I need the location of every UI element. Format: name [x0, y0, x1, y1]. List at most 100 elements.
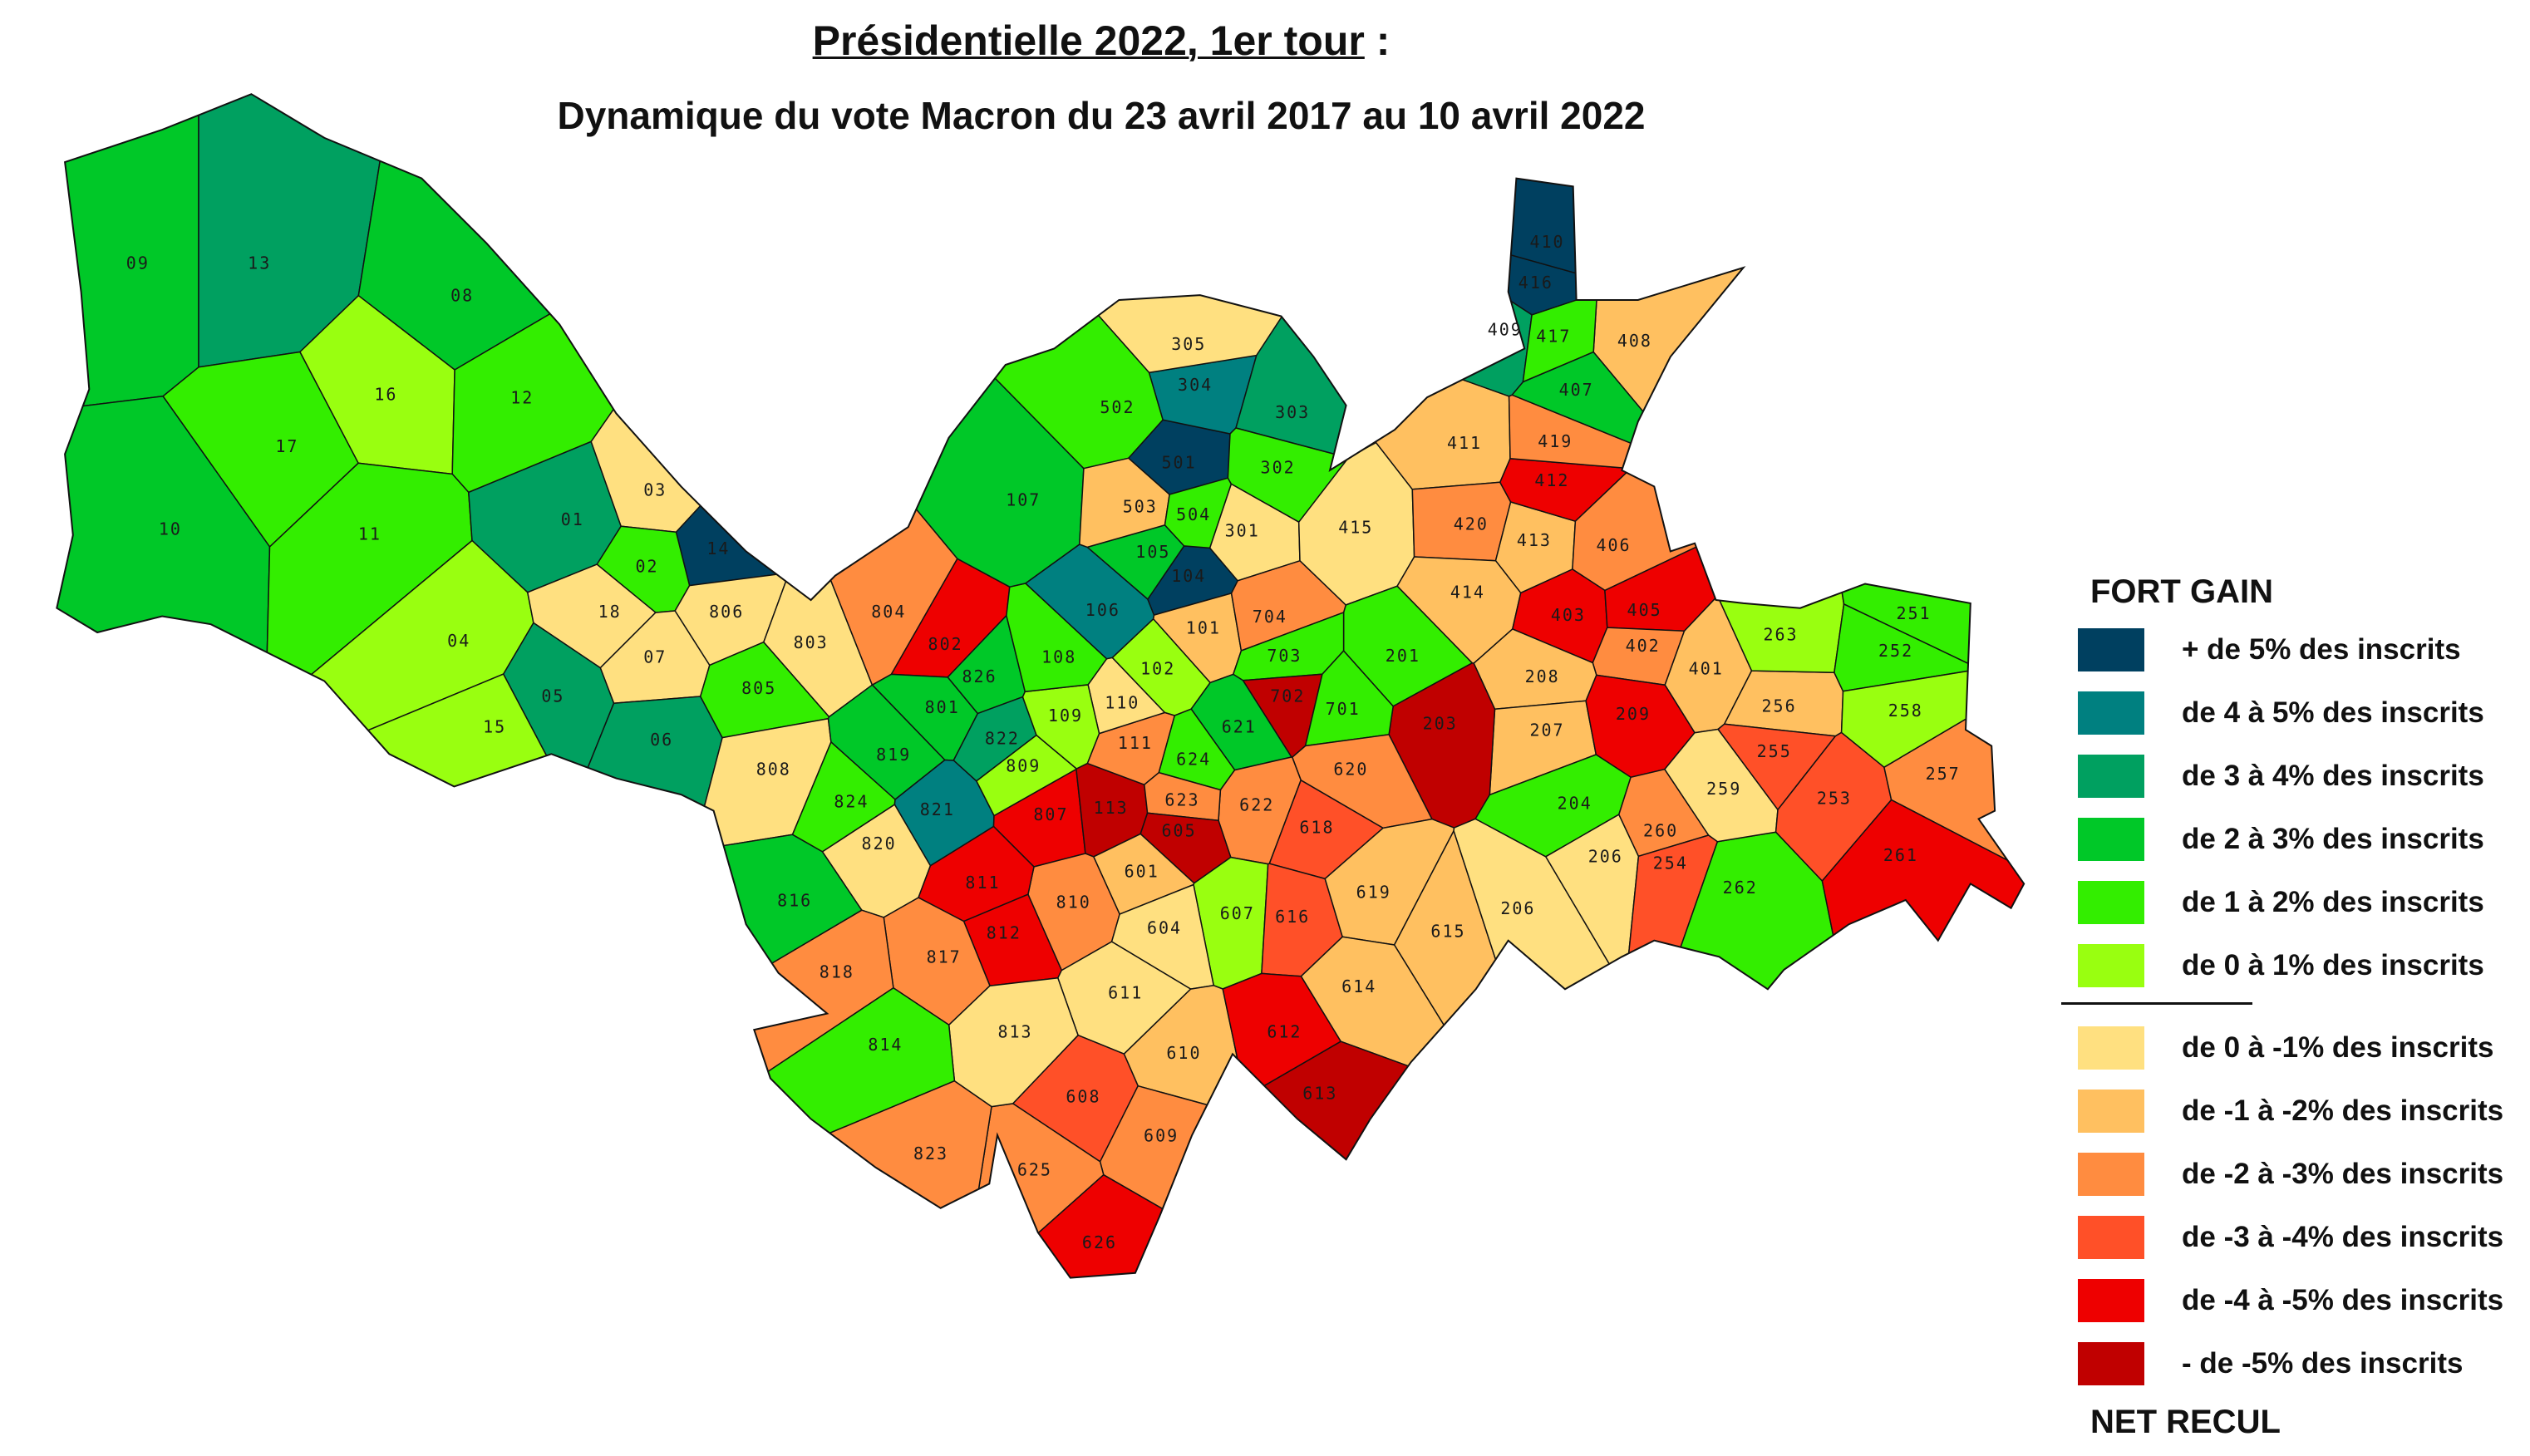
precinct-label: 261	[1883, 845, 1918, 865]
precinct-label: 820	[862, 834, 897, 853]
map-subtitle: Dynamique du vote Macron du 23 avril 201…	[557, 94, 1646, 137]
legend-label: de -4 à -5% des inscrits	[2182, 1284, 2504, 1316]
precinct-label: 701	[1326, 699, 1361, 719]
precinct-label: 702	[1270, 686, 1305, 706]
precinct-label: 414	[1450, 583, 1485, 603]
precinct-label: 607	[1220, 903, 1255, 923]
legend-item: de 2 à 3% des inscrits	[2061, 808, 2530, 871]
precinct-409	[1339, 196, 1533, 397]
precinct-label: 503	[1123, 496, 1158, 516]
precinct-label: 101	[1186, 618, 1221, 638]
precinct-label: 304	[1178, 375, 1213, 395]
precinct-08	[357, 94, 848, 371]
precinct-label: 616	[1275, 907, 1310, 927]
legend-item: de -4 à -5% des inscrits	[2061, 1269, 2530, 1332]
precinct-613	[1239, 1040, 1760, 1278]
legend-label: de 3 à 4% des inscrits	[2182, 760, 2484, 792]
precinct-label: 822	[985, 728, 1020, 748]
precinct-label: 608	[1066, 1087, 1100, 1107]
precinct-label: 14	[706, 539, 730, 558]
precinct-label: 420	[1454, 514, 1489, 534]
legend-label: - de -5% des inscrits	[2182, 1347, 2464, 1380]
precinct-label: 03	[643, 480, 667, 500]
precinct-label: 207	[1529, 721, 1564, 740]
legend-swatch	[2078, 1279, 2144, 1322]
city-outline	[56, 93, 2025, 1279]
precinct-label: 113	[1094, 798, 1129, 818]
legend-swatch	[2078, 881, 2144, 924]
precinct-818	[294, 909, 894, 1278]
precinct-label: 201	[1386, 646, 1420, 666]
legend-label: de 2 à 3% des inscrits	[2182, 823, 2484, 855]
precinct-label: 108	[1041, 647, 1076, 667]
precinct-label: 604	[1147, 918, 1182, 938]
precinct-label: 16	[374, 385, 397, 405]
precinct-label: 263	[1763, 624, 1798, 644]
precinct-label: 12	[510, 388, 534, 408]
legend-label: de 0 à -1% des inscrits	[2182, 1031, 2494, 1064]
precinct-label: 410	[1529, 232, 1564, 252]
precinct-label: 111	[1118, 733, 1153, 753]
precinct-label: 805	[741, 678, 776, 698]
precinct-label: 807	[1033, 804, 1068, 824]
precinct-label: 17	[275, 436, 298, 456]
precinct-label: 259	[1706, 779, 1741, 799]
precinct-label: 704	[1253, 607, 1287, 627]
precinct-label: 804	[871, 602, 906, 622]
legend-swatch	[2078, 1090, 2144, 1133]
precinct-label: 402	[1626, 636, 1661, 656]
precinct-label: 612	[1267, 1021, 1302, 1041]
precinct-label: 255	[1757, 741, 1792, 761]
precinct-label: 812	[987, 922, 1021, 942]
precinct-label: 109	[1048, 706, 1083, 726]
precinct-label: 411	[1447, 433, 1482, 453]
precinct-label: 104	[1171, 566, 1206, 586]
legend-item: + de 5% des inscrits	[2061, 618, 2530, 681]
precinct-label: 814	[868, 1035, 903, 1055]
precinct-label: 623	[1164, 789, 1199, 809]
precinct-label: 303	[1275, 402, 1310, 422]
precinct-label: 257	[1926, 764, 1961, 784]
precinct-label: 07	[643, 647, 667, 667]
precinct-label: 15	[483, 717, 506, 737]
precinct-label: 107	[1006, 489, 1041, 509]
precinct-label: 419	[1538, 431, 1573, 451]
map-title: Présidentielle 2022, 1er tour :	[0, 17, 2203, 65]
precinct-label: 808	[756, 759, 791, 779]
legend-swatch	[2078, 1153, 2144, 1196]
precinct-09	[57, 94, 199, 417]
precinct-label: 611	[1108, 983, 1143, 1003]
precinct-label: 251	[1896, 603, 1931, 623]
legend: FORT GAIN + de 5% des inscrits de 4 à 5% …	[2061, 565, 2530, 1449]
map-title-suffix: :	[1364, 17, 1391, 64]
precinct-label: 811	[965, 873, 1000, 893]
legend-label: de 0 à 1% des inscrits	[2182, 949, 2484, 981]
legend-swatch	[2078, 1026, 2144, 1070]
precinct-label: 614	[1341, 976, 1376, 996]
precinct-label: 06	[650, 730, 673, 750]
precinct-label: 806	[709, 602, 744, 622]
precinct-label: 13	[248, 253, 271, 273]
precinct-label: 625	[1017, 1159, 1052, 1179]
precinct-label: 409	[1488, 320, 1523, 340]
precinct-label: 256	[1761, 696, 1796, 716]
legend-label: de 1 à 2% des inscrits	[2182, 886, 2484, 918]
precinct-label: 622	[1239, 794, 1274, 814]
precinct-label: 407	[1559, 380, 1594, 400]
legend-item: de 4 à 5% des inscrits	[2061, 681, 2530, 745]
precinct-03	[590, 125, 848, 534]
legend-item: de -2 à -3% des inscrits	[2061, 1143, 2530, 1206]
precinct-label: 816	[777, 890, 812, 910]
precinct-label: 403	[1551, 605, 1586, 625]
precinct-label: 405	[1627, 600, 1662, 620]
precinct-label: 502	[1100, 397, 1135, 417]
precinct-label: 703	[1267, 646, 1302, 666]
precinct-label: 605	[1162, 821, 1197, 841]
precinct-label: 02	[636, 556, 659, 576]
precinct-label: 408	[1617, 331, 1652, 351]
precinct-label: 105	[1135, 542, 1170, 562]
precinct-label: 801	[925, 697, 960, 717]
precinct-label: 613	[1302, 1084, 1337, 1104]
precinct-label: 305	[1171, 334, 1206, 354]
precinct-label: 809	[1006, 755, 1041, 775]
